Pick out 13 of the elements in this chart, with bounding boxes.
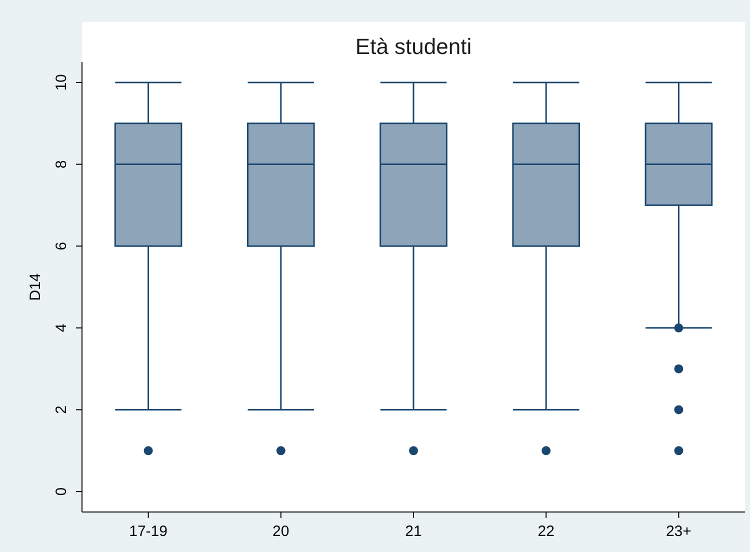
y-tick-label: 2 — [53, 406, 70, 414]
y-tick-label: 10 — [53, 74, 70, 91]
x-tick-label: 22 — [538, 523, 554, 540]
y-tick-label: 6 — [53, 242, 70, 250]
y-tick-label: 0 — [53, 487, 70, 496]
y-axis-title: D14 — [27, 273, 44, 301]
x-tick-label: 17-19 — [129, 523, 168, 540]
x-tick-label: 21 — [405, 523, 422, 540]
y-tick-label: 8 — [53, 160, 70, 168]
x-tick-label: 20 — [272, 523, 290, 540]
chart-title: Età studenti — [355, 34, 472, 59]
y-tick-label: 4 — [53, 324, 70, 332]
x-tick-label: 23+ — [666, 523, 692, 540]
